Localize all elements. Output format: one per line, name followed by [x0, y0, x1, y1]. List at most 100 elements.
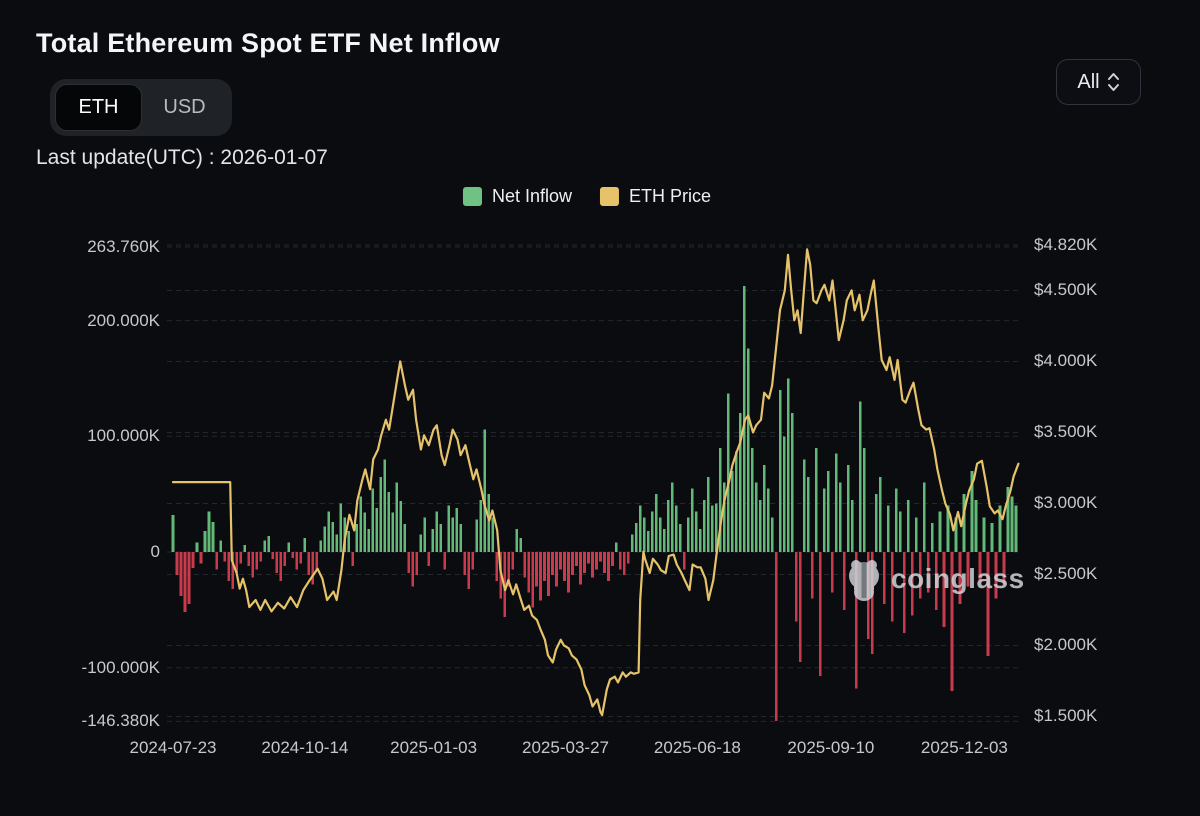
- net-inflow-bar[interactable]: [379, 476, 382, 552]
- net-inflow-bar[interactable]: [439, 524, 442, 552]
- net-inflow-bar[interactable]: [1002, 552, 1006, 585]
- net-inflow-bar[interactable]: [303, 538, 307, 552]
- unit-option-eth[interactable]: ETH: [55, 84, 142, 131]
- net-inflow-bar[interactable]: [279, 552, 283, 581]
- net-inflow-bar[interactable]: [355, 524, 359, 552]
- net-inflow-bar[interactable]: [483, 429, 486, 552]
- net-inflow-bar[interactable]: [1010, 496, 1014, 553]
- net-inflow-bar[interactable]: [910, 552, 914, 616]
- net-inflow-bar[interactable]: [583, 552, 586, 573]
- net-inflow-bar[interactable]: [547, 552, 550, 596]
- range-select[interactable]: All: [1056, 59, 1141, 105]
- net-inflow-bar[interactable]: [375, 508, 378, 552]
- net-inflow-bar[interactable]: [463, 552, 466, 576]
- net-inflow-bar[interactable]: [267, 535, 271, 552]
- net-inflow-bar[interactable]: [187, 552, 191, 605]
- net-inflow-bar[interactable]: [731, 471, 734, 552]
- net-inflow-bar[interactable]: [755, 482, 758, 552]
- net-inflow-bar[interactable]: [587, 552, 590, 564]
- net-inflow-bar[interactable]: [507, 552, 510, 587]
- net-inflow-bar[interactable]: [451, 517, 454, 552]
- net-inflow-bar[interactable]: [475, 519, 478, 552]
- net-inflow-bar[interactable]: [179, 552, 183, 596]
- net-inflow-bar[interactable]: [235, 552, 239, 573]
- net-inflow-bar[interactable]: [950, 552, 954, 691]
- net-inflow-bar[interactable]: [763, 465, 766, 552]
- net-inflow-bar[interactable]: [639, 505, 642, 552]
- net-inflow-bar[interactable]: [886, 505, 890, 552]
- net-inflow-bar[interactable]: [359, 496, 363, 553]
- net-inflow-bar[interactable]: [259, 552, 263, 562]
- net-inflow-bar[interactable]: [962, 494, 966, 552]
- net-inflow-bar[interactable]: [231, 552, 235, 589]
- net-inflow-bar[interactable]: [906, 499, 910, 552]
- net-inflow-bar[interactable]: [251, 552, 255, 578]
- net-inflow-bar[interactable]: [479, 499, 482, 552]
- net-inflow-bar[interactable]: [339, 503, 343, 552]
- net-inflow-bar[interactable]: [878, 476, 882, 552]
- net-inflow-bar[interactable]: [838, 482, 842, 552]
- net-inflow-bar[interactable]: [599, 552, 602, 562]
- net-inflow-bar[interactable]: [918, 552, 922, 599]
- net-inflow-bar[interactable]: [619, 552, 622, 570]
- net-inflow-bar[interactable]: [994, 552, 998, 599]
- net-inflow-bar[interactable]: [882, 552, 886, 605]
- net-inflow-bar[interactable]: [651, 511, 654, 553]
- net-inflow-bar[interactable]: [854, 552, 858, 689]
- net-inflow-bar[interactable]: [219, 540, 223, 552]
- net-inflow-bar[interactable]: [687, 517, 690, 552]
- legend-item-eth-price[interactable]: ETH Price: [600, 186, 711, 207]
- net-inflow-bar[interactable]: [435, 511, 438, 553]
- net-inflow-bar[interactable]: [922, 482, 926, 552]
- net-inflow-bar[interactable]: [563, 552, 566, 581]
- net-inflow-bar[interactable]: [870, 552, 874, 654]
- net-inflow-bar[interactable]: [691, 488, 694, 552]
- net-inflow-bar[interactable]: [990, 523, 994, 552]
- net-inflow-bar[interactable]: [511, 552, 514, 570]
- legend-item-net-inflow[interactable]: Net Inflow: [462, 186, 572, 207]
- net-inflow-bar[interactable]: [455, 508, 458, 552]
- net-inflow-bar[interactable]: [447, 505, 450, 552]
- net-inflow-bar[interactable]: [579, 552, 582, 585]
- net-inflow-bar[interactable]: [635, 523, 638, 552]
- net-inflow-bar[interactable]: [331, 521, 335, 552]
- net-inflow-bar[interactable]: [515, 528, 518, 552]
- net-inflow-bar[interactable]: [818, 552, 822, 676]
- net-inflow-bar[interactable]: [786, 378, 790, 552]
- net-inflow-bar[interactable]: [707, 476, 710, 552]
- net-inflow-bar[interactable]: [211, 521, 215, 552]
- net-inflow-bar[interactable]: [926, 552, 930, 593]
- net-inflow-bar[interactable]: [523, 552, 526, 578]
- net-inflow-bar[interactable]: [1014, 505, 1018, 552]
- net-inflow-bar[interactable]: [802, 459, 806, 552]
- net-inflow-bar[interactable]: [914, 517, 918, 552]
- net-inflow-bar[interactable]: [255, 552, 259, 570]
- net-inflow-bar[interactable]: [519, 538, 522, 552]
- net-inflow-bar[interactable]: [243, 545, 247, 552]
- net-inflow-bar[interactable]: [495, 552, 498, 581]
- net-inflow-bar[interactable]: [998, 505, 1002, 552]
- net-inflow-bar[interactable]: [531, 552, 534, 608]
- net-inflow-bar[interactable]: [263, 540, 267, 552]
- net-inflow-bar[interactable]: [974, 499, 978, 552]
- net-inflow-bar[interactable]: [711, 505, 714, 552]
- net-inflow-bar[interactable]: [399, 501, 402, 552]
- net-inflow-bar[interactable]: [679, 524, 682, 552]
- net-inflow-bar[interactable]: [794, 552, 798, 622]
- net-inflow-bar[interactable]: [291, 552, 295, 558]
- net-inflow-bar[interactable]: [986, 552, 990, 657]
- net-inflow-bar[interactable]: [391, 512, 394, 552]
- net-inflow-bar[interactable]: [335, 534, 339, 552]
- net-inflow-bar[interactable]: [966, 552, 970, 587]
- net-inflow-bar[interactable]: [846, 465, 850, 552]
- net-inflow-bar[interactable]: [767, 488, 770, 552]
- net-inflow-bar[interactable]: [527, 552, 530, 593]
- net-inflow-bar[interactable]: [431, 528, 434, 552]
- net-inflow-bar[interactable]: [363, 512, 367, 552]
- net-inflow-bar[interactable]: [938, 511, 942, 553]
- net-inflow-bar[interactable]: [759, 499, 762, 552]
- net-inflow-bar[interactable]: [643, 517, 646, 552]
- net-inflow-bar[interactable]: [307, 552, 311, 576]
- net-inflow-bar[interactable]: [715, 503, 718, 552]
